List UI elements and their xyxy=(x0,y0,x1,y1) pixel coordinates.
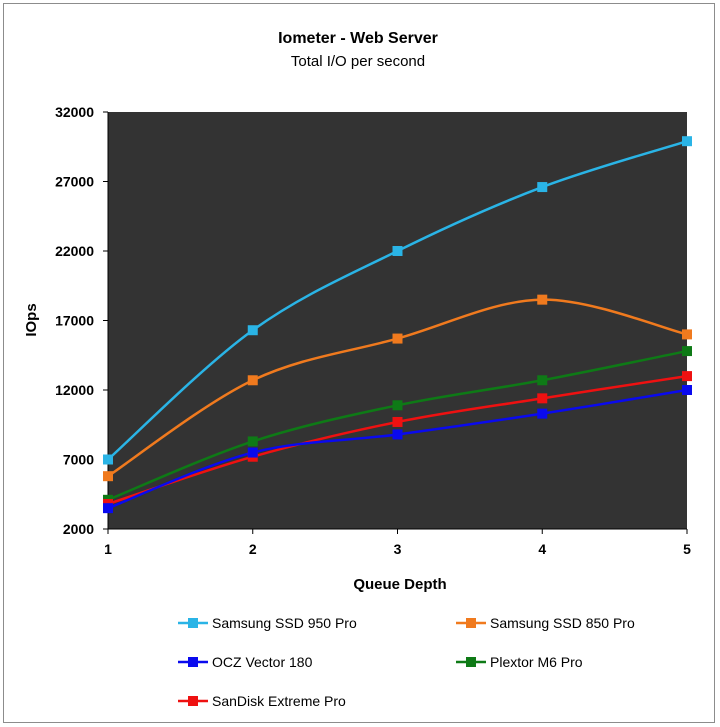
x-tick-label: 3 xyxy=(394,541,402,557)
legend-marker xyxy=(466,657,476,667)
data-point xyxy=(392,246,403,256)
legend-item: Plextor M6 Pro xyxy=(456,654,583,670)
data-point xyxy=(103,503,113,514)
x-tick-label: 4 xyxy=(538,541,546,557)
data-point xyxy=(247,447,258,458)
data-point xyxy=(682,346,692,357)
y-axis-label: IOps xyxy=(23,303,40,336)
data-point xyxy=(392,416,403,427)
legend-item: OCZ Vector 180 xyxy=(178,654,313,670)
legend-label: Samsung SSD 850 Pro xyxy=(490,615,635,631)
data-point xyxy=(537,393,548,404)
y-tick-label: 12000 xyxy=(55,382,94,398)
x-tick-label: 2 xyxy=(249,541,257,557)
data-point xyxy=(537,375,548,386)
series-markers xyxy=(103,136,692,514)
x-tick-label: 1 xyxy=(104,541,112,557)
data-point xyxy=(103,471,113,482)
data-point xyxy=(682,385,692,395)
legend: Samsung SSD 950 Pro Samsung SSD 850 Pro OC… xyxy=(178,615,635,709)
data-point xyxy=(392,333,403,344)
data-point xyxy=(392,429,403,440)
chart-title: Iometer - Web Server xyxy=(278,30,438,47)
legend-label: OCZ Vector 180 xyxy=(212,654,313,670)
y-tick-label: 7000 xyxy=(63,452,94,468)
legend-marker xyxy=(188,657,198,667)
legend-label: SanDisk Extreme Pro xyxy=(212,693,346,709)
data-point xyxy=(682,371,692,382)
data-point xyxy=(682,136,692,147)
data-point xyxy=(247,436,258,447)
y-tick-label: 32000 xyxy=(55,104,94,120)
legend-marker xyxy=(188,618,198,628)
data-point xyxy=(682,329,692,340)
y-tick-label: 22000 xyxy=(55,243,94,259)
legend-label: Plextor M6 Pro xyxy=(490,654,583,670)
data-point xyxy=(392,400,403,411)
legend-marker xyxy=(188,696,198,706)
data-point xyxy=(537,294,548,305)
y-tick-label: 27000 xyxy=(55,174,94,190)
plot-area xyxy=(108,112,687,529)
legend-label: Samsung SSD 950 Pro xyxy=(212,615,357,631)
data-point xyxy=(247,325,258,336)
y-tick-label: 2000 xyxy=(63,521,94,537)
legend-item: Samsung SSD 950 Pro xyxy=(178,615,357,631)
data-point xyxy=(103,454,113,465)
data-point xyxy=(537,182,548,193)
tick-labels: 32000 27000 22000 17000 12000 7000 2000 1 2 3 4 5 xyxy=(55,104,691,557)
x-tick-label: 5 xyxy=(683,541,691,557)
legend-item: Samsung SSD 850 Pro xyxy=(456,615,635,631)
chart-subtitle: Total I/O per second xyxy=(291,53,425,70)
data-point xyxy=(537,408,548,419)
y-tick-label: 17000 xyxy=(55,313,94,329)
data-point xyxy=(247,375,258,386)
x-axis-label: Queue Depth xyxy=(353,576,446,593)
legend-marker xyxy=(466,618,476,628)
legend-item: SanDisk Extreme Pro xyxy=(178,693,346,709)
